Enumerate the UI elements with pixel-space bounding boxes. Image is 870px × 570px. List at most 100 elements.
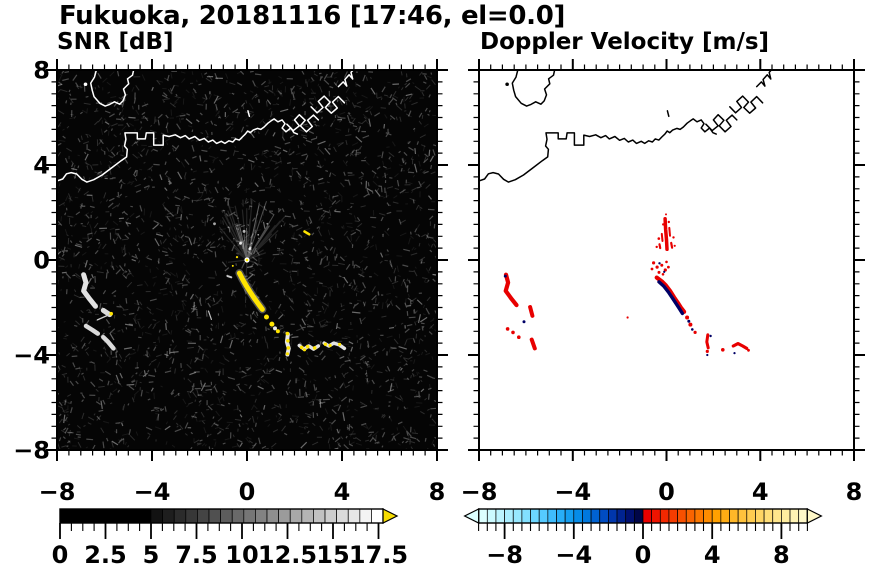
coastline — [286, 113, 320, 133]
echo-dot — [109, 311, 113, 316]
echo-dot — [747, 348, 750, 352]
x-tick-label: −4 — [134, 478, 171, 506]
snr-colorbar-label: 2.5 — [84, 541, 127, 569]
echo-dot — [323, 342, 328, 346]
echo-dot — [667, 220, 670, 224]
echo-dot — [511, 330, 515, 335]
echo-dot — [328, 343, 332, 348]
echo-dot — [302, 348, 307, 352]
echo-stroke — [284, 332, 291, 357]
x-tick-label: 4 — [752, 478, 769, 506]
snr-colorbar-label: 0 — [52, 541, 69, 569]
echo-stroke — [96, 313, 112, 321]
echo-dot — [721, 348, 725, 352]
echo-stroke — [83, 323, 101, 336]
fan-speck — [266, 222, 269, 225]
echo-dot — [312, 346, 317, 350]
echo-dot — [660, 263, 664, 267]
echo-dot — [285, 352, 289, 356]
figure-title: Fukuoka, 20181116 [17:46, el=0.0] — [59, 1, 566, 31]
echo-dot — [235, 256, 239, 259]
echo-stroke — [226, 275, 233, 279]
echo-stroke — [81, 272, 98, 309]
echo-stroke — [101, 334, 116, 351]
coastline — [479, 118, 717, 183]
echo-stroke — [660, 232, 664, 242]
snr-colorbar-label: 15 — [316, 541, 349, 569]
echo-dot — [652, 261, 656, 265]
velocity-colorbar-label: 4 — [704, 541, 721, 569]
snr-colorbar-label: 12.5 — [258, 541, 317, 569]
echo-dot — [517, 335, 521, 340]
echo-dot — [503, 274, 507, 278]
echo-stroke — [658, 243, 662, 250]
echo-dot — [245, 258, 249, 262]
fan-speck — [248, 247, 251, 251]
echo-stroke — [529, 337, 537, 351]
echo-stroke — [100, 307, 113, 318]
x-tick-label: 0 — [239, 478, 256, 506]
echo-dot — [733, 352, 736, 355]
fan-speck — [242, 229, 246, 233]
echo-dot — [705, 349, 709, 353]
fan-speck — [233, 238, 235, 240]
echo-dot — [706, 353, 709, 357]
echo-dot — [275, 329, 280, 334]
y-tick-label: 0 — [33, 247, 50, 275]
echo-dot — [658, 262, 661, 265]
x-tick-label: 8 — [846, 478, 863, 506]
fan-speck — [239, 241, 242, 245]
fan-speck — [213, 222, 216, 226]
x-tick-label: 4 — [334, 478, 351, 506]
snr-panel-title: SNR [dB] — [57, 29, 174, 55]
coastline — [705, 113, 738, 133]
echo-dot — [663, 270, 666, 273]
echo-dot — [273, 326, 277, 331]
y-tick-label: 4 — [33, 152, 50, 180]
echo-dot — [269, 321, 275, 327]
fan-speck — [237, 217, 239, 219]
radar-fan-bright — [235, 201, 275, 261]
velocity-colorbar-label: −4 — [555, 541, 592, 569]
velocity-over-range-arrow-icon — [806, 508, 823, 524]
echo-dot — [650, 267, 654, 271]
x-tick-label: 0 — [658, 478, 675, 506]
coastline — [310, 95, 346, 114]
velocity-panel-title: Doppler Velocity [m/s] — [480, 29, 770, 55]
echo-stroke — [322, 341, 347, 351]
snr-colorbar-label: 7.5 — [175, 541, 218, 569]
echo-stroke — [654, 275, 687, 314]
echo-dot — [687, 319, 691, 323]
snr-colorbar: 0 2.5 5 7.5 10 12.5 15 17.5 — [52, 508, 408, 569]
velocity-colorbar: −8 −4 0 4 8 — [463, 508, 823, 569]
echo-dot — [626, 316, 629, 319]
echo-dot — [655, 265, 659, 269]
echo-dot — [685, 315, 690, 320]
snr-axes: −8 −4 0 4 8 8 4 0 −4 −8 — [13, 57, 448, 506]
echo-dot — [667, 265, 670, 269]
coastline — [666, 110, 670, 118]
echo-stroke — [303, 230, 311, 236]
echo-dot — [662, 223, 665, 226]
snr-colorbar-label: 10 — [225, 541, 258, 569]
fan-speck — [251, 242, 253, 244]
echo-dot — [338, 342, 342, 346]
coastline — [89, 70, 135, 107]
echo-dot — [657, 237, 661, 240]
snr-colorbar-label: 17.5 — [349, 541, 408, 569]
echo-dot — [663, 268, 667, 272]
velocity-axes: −8 −4 0 4 8 — [461, 59, 865, 506]
fan-speck — [258, 237, 260, 239]
echo-stroke — [731, 342, 749, 350]
echo-dot — [672, 236, 675, 239]
echo-stroke — [670, 241, 674, 249]
echo-dot — [661, 273, 665, 276]
echo-dot — [665, 213, 667, 216]
echo-dot — [688, 322, 693, 327]
fan-speck — [257, 234, 260, 236]
velocity-colorbar-label: −8 — [486, 541, 523, 569]
coastline — [511, 70, 556, 107]
echo-stroke — [528, 305, 535, 318]
